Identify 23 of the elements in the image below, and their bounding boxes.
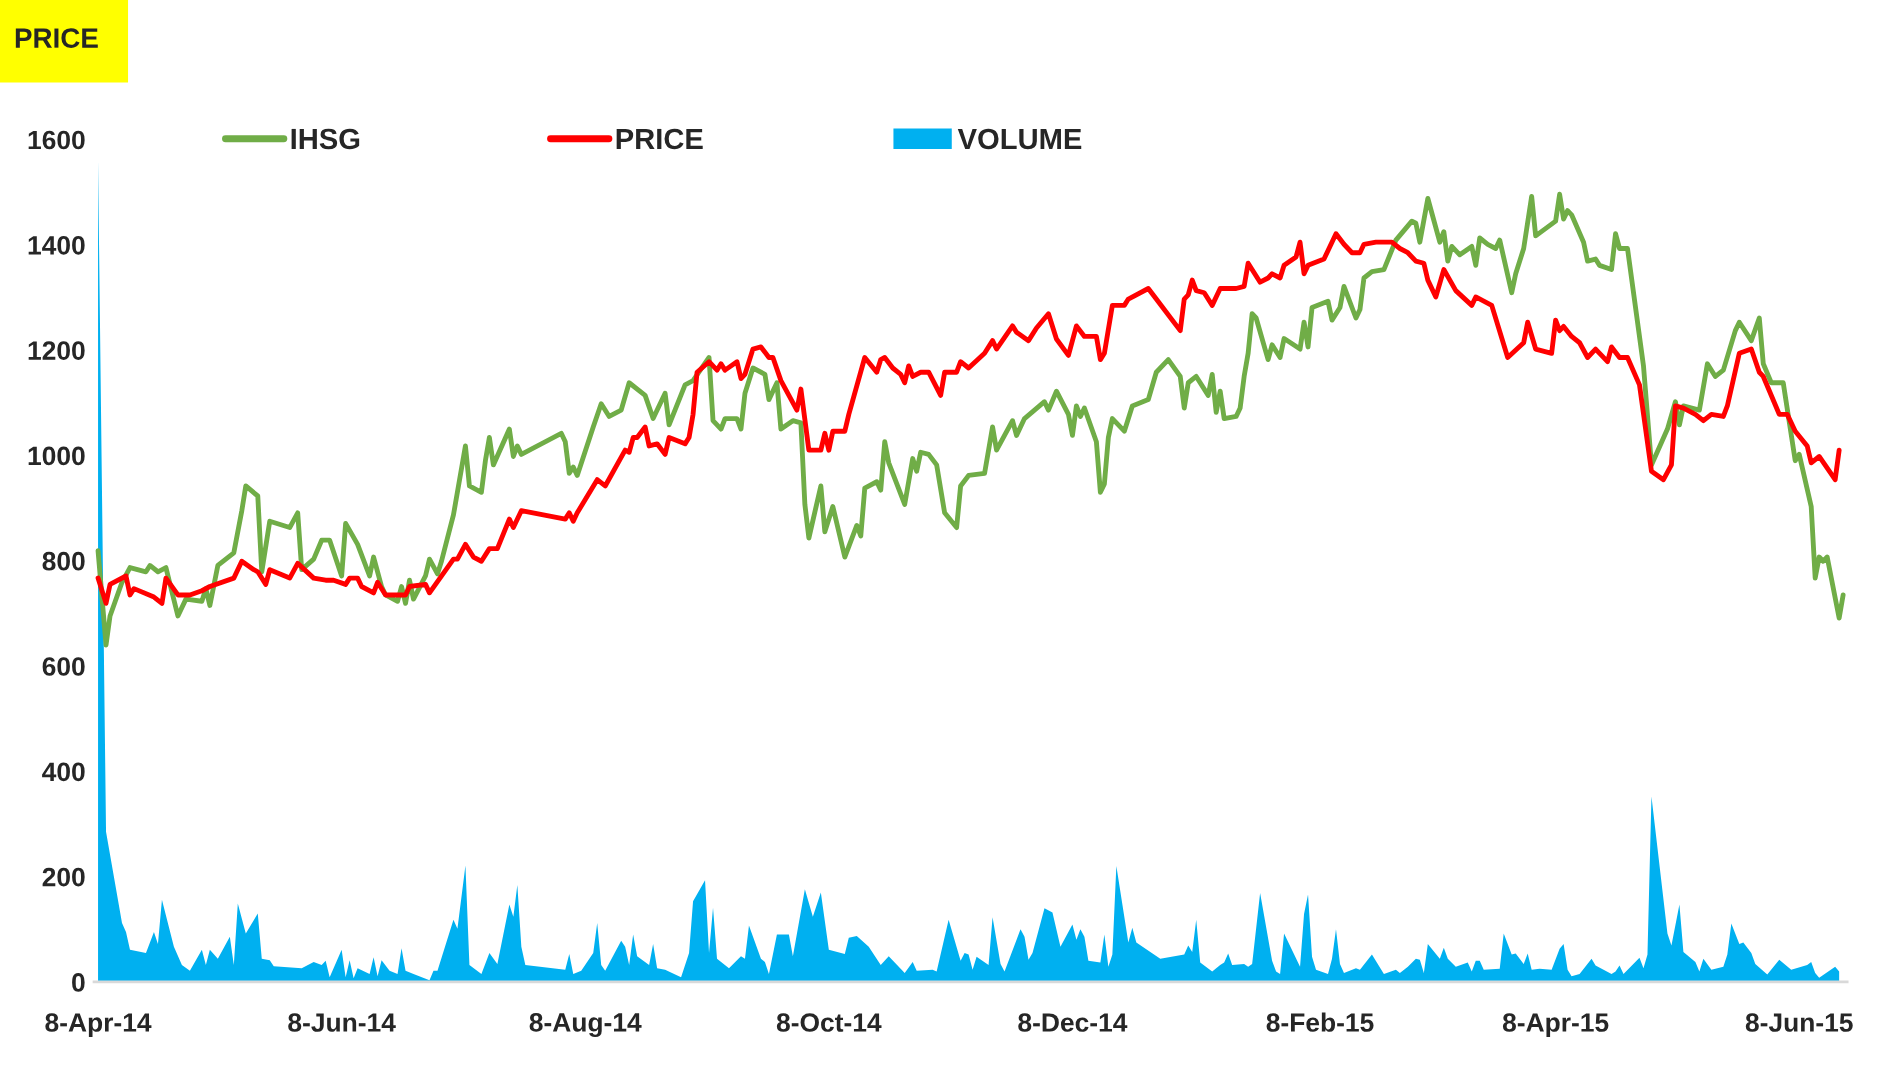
x-tick-label: 8-Dec-14 bbox=[1018, 1013, 1128, 1032]
y-tick-label: 200 bbox=[42, 867, 85, 887]
x-tick-label: 8-Oct-14 bbox=[776, 1013, 882, 1032]
x-tick-label: 8-Apr-15 bbox=[1502, 1013, 1609, 1038]
x-tick-label: 8-Feb-15 bbox=[1266, 1012, 1374, 1032]
chart-title: PRICE bbox=[15, 28, 98, 48]
y-tick-label: 600 bbox=[42, 657, 85, 676]
y-tick-label: 1400 bbox=[28, 235, 85, 255]
y-tick-label: 0 bbox=[72, 973, 85, 992]
legend-label: VOLUME bbox=[957, 128, 1082, 150]
y-tick-label: 400 bbox=[42, 762, 85, 782]
y-tick-label: 1200 bbox=[28, 341, 85, 360]
x-tick-label: 8-Jun-14 bbox=[288, 1013, 396, 1032]
x-tick-label: 8-Apr-14 bbox=[45, 1013, 152, 1038]
line-series bbox=[95, 231, 1842, 606]
line-series bbox=[95, 191, 1846, 648]
legend-label: IHSG bbox=[291, 128, 360, 150]
y-tick-label: 1600 bbox=[28, 130, 85, 150]
y-tick-label: 1000 bbox=[28, 446, 85, 466]
legend-label: PRICE bbox=[616, 128, 703, 150]
x-tick-label: 8-Jun-15 bbox=[1745, 1013, 1853, 1032]
x-tick-label: 8-Aug-14 bbox=[529, 1013, 642, 1038]
y-tick-label: 800 bbox=[42, 551, 85, 571]
